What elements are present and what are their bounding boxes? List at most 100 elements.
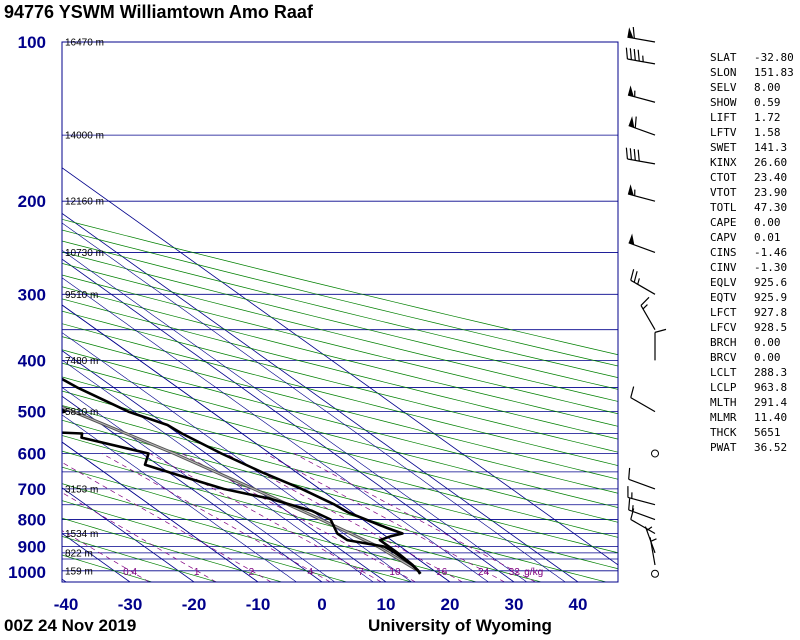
index-row: MLTH 291.4 bbox=[710, 395, 796, 410]
chart-profiles bbox=[62, 377, 422, 575]
wind-barb bbox=[627, 85, 656, 103]
index-row: SHOW 0.59 bbox=[710, 95, 796, 110]
index-row: BRCV 0.00 bbox=[710, 350, 796, 365]
index-value: 0.00 bbox=[754, 216, 781, 229]
pressure-tick-label: 300 bbox=[18, 285, 46, 304]
barb-staff bbox=[628, 478, 656, 490]
parcel-path bbox=[62, 406, 419, 572]
index-row: CINV -1.30 bbox=[710, 260, 796, 275]
isotherm-line bbox=[62, 212, 579, 582]
pressure-tick-label: 900 bbox=[18, 538, 46, 557]
dry-adiabat-line bbox=[62, 336, 618, 480]
index-row: CAPE 0.00 bbox=[710, 215, 796, 230]
data-source: University of Wyoming bbox=[368, 616, 552, 635]
mixing-ratio-label: 32 bbox=[509, 567, 521, 578]
barb-staff bbox=[640, 305, 656, 331]
isotherm-line bbox=[62, 304, 451, 582]
pressure-tick-label: 100 bbox=[18, 33, 46, 52]
index-row: LFTV 1.58 bbox=[710, 125, 796, 140]
index-value: -32.80 bbox=[754, 51, 794, 64]
height-label: 3153 m bbox=[65, 484, 98, 495]
barb-full bbox=[640, 296, 650, 306]
barb-half bbox=[642, 304, 648, 310]
isotherm-line bbox=[62, 487, 195, 582]
index-label: TOTL bbox=[710, 201, 737, 214]
index-label: PWAT bbox=[710, 441, 737, 454]
index-value: 963.8 bbox=[754, 381, 788, 394]
index-row: SLAT -32.80 bbox=[710, 50, 796, 65]
dry-adiabat-line bbox=[62, 251, 618, 390]
index-value: 151.83 bbox=[754, 66, 794, 79]
index-label: KINX bbox=[710, 156, 737, 169]
wind-barb bbox=[628, 498, 656, 521]
index-label: VTOT bbox=[710, 186, 737, 199]
index-value: 0.00 bbox=[754, 336, 781, 349]
index-row: KINX 26.60 bbox=[710, 155, 796, 170]
index-row: LCLT 288.3 bbox=[710, 365, 796, 380]
barb-flag bbox=[627, 85, 634, 97]
stability-indices-panel: SLAT -32.80 SLON 151.83 SELV 8.00 SHOW 0.59 LIFT… bbox=[710, 50, 796, 455]
height-label: 16470 m bbox=[65, 38, 104, 49]
temperature-tick-label: 20 bbox=[441, 595, 460, 614]
barb-full bbox=[628, 467, 631, 480]
height-label: 159 m bbox=[65, 566, 93, 577]
index-value: 0.00 bbox=[754, 351, 781, 364]
dry-adiabat-line bbox=[62, 450, 542, 582]
barb-full bbox=[625, 147, 629, 160]
dry-adiabat-line bbox=[62, 390, 618, 538]
index-value: 5651 bbox=[754, 426, 781, 439]
wind-barb bbox=[625, 47, 656, 65]
index-value: -1.30 bbox=[754, 261, 788, 274]
barb-flag bbox=[628, 233, 635, 245]
index-label: LCLP bbox=[710, 381, 737, 394]
index-label: LIFT bbox=[710, 111, 737, 124]
barb-half bbox=[650, 538, 657, 542]
dry-adiabat-line bbox=[62, 419, 618, 570]
mixing-ratio-line bbox=[265, 453, 505, 582]
height-label: 7480 m bbox=[65, 356, 98, 367]
index-label: MLTH bbox=[710, 396, 737, 409]
barb-flag bbox=[628, 116, 635, 128]
mixing-ratio-label: 16 bbox=[436, 567, 448, 578]
index-value: 928.5 bbox=[754, 321, 788, 334]
index-row: SELV 8.00 bbox=[710, 80, 796, 95]
index-row: SLON 151.83 bbox=[710, 65, 796, 80]
height-label: 14000 m bbox=[65, 131, 104, 142]
index-label: SELV bbox=[710, 81, 737, 94]
barb-staff bbox=[630, 518, 656, 534]
index-value: 0.01 bbox=[754, 231, 781, 244]
pressure-tick-label: 600 bbox=[18, 444, 46, 463]
index-label: SHOW bbox=[710, 96, 737, 109]
moist-adiabat-line bbox=[62, 304, 451, 582]
index-label: LCLT bbox=[710, 366, 737, 379]
index-label: EQLV bbox=[710, 276, 737, 289]
index-value: 925.6 bbox=[754, 276, 788, 289]
barb-staff bbox=[630, 279, 656, 295]
dry-adiabat-line bbox=[62, 240, 618, 378]
index-value: 23.40 bbox=[754, 171, 788, 184]
chart-grid bbox=[62, 42, 618, 582]
index-row: THCK 5651 bbox=[710, 425, 796, 440]
barb-staff bbox=[628, 242, 656, 253]
temperature-tick-label: 0 bbox=[317, 595, 326, 614]
index-value: 8.00 bbox=[754, 81, 781, 94]
dry-adiabat-line bbox=[62, 349, 618, 494]
temperature-tick-label: -20 bbox=[182, 595, 207, 614]
wind-barb bbox=[627, 26, 656, 43]
temperature-line bbox=[62, 377, 422, 575]
plot-frame bbox=[61, 41, 619, 583]
dry-adiabat-line bbox=[62, 362, 618, 509]
index-label: LFCT bbox=[710, 306, 737, 319]
wind-barbs bbox=[625, 26, 667, 578]
wind-barb bbox=[628, 233, 656, 253]
dry-adiabat-line bbox=[62, 536, 217, 582]
wind-barb bbox=[627, 184, 656, 202]
barb-full bbox=[630, 508, 635, 520]
pressure-tick-label: 1000 bbox=[8, 563, 46, 582]
barb-staff bbox=[627, 94, 656, 103]
index-label: BRCH bbox=[710, 336, 737, 349]
dry-adiabat-line bbox=[62, 218, 618, 356]
barb-staff bbox=[627, 58, 656, 65]
dry-adiabat-line bbox=[62, 323, 618, 466]
